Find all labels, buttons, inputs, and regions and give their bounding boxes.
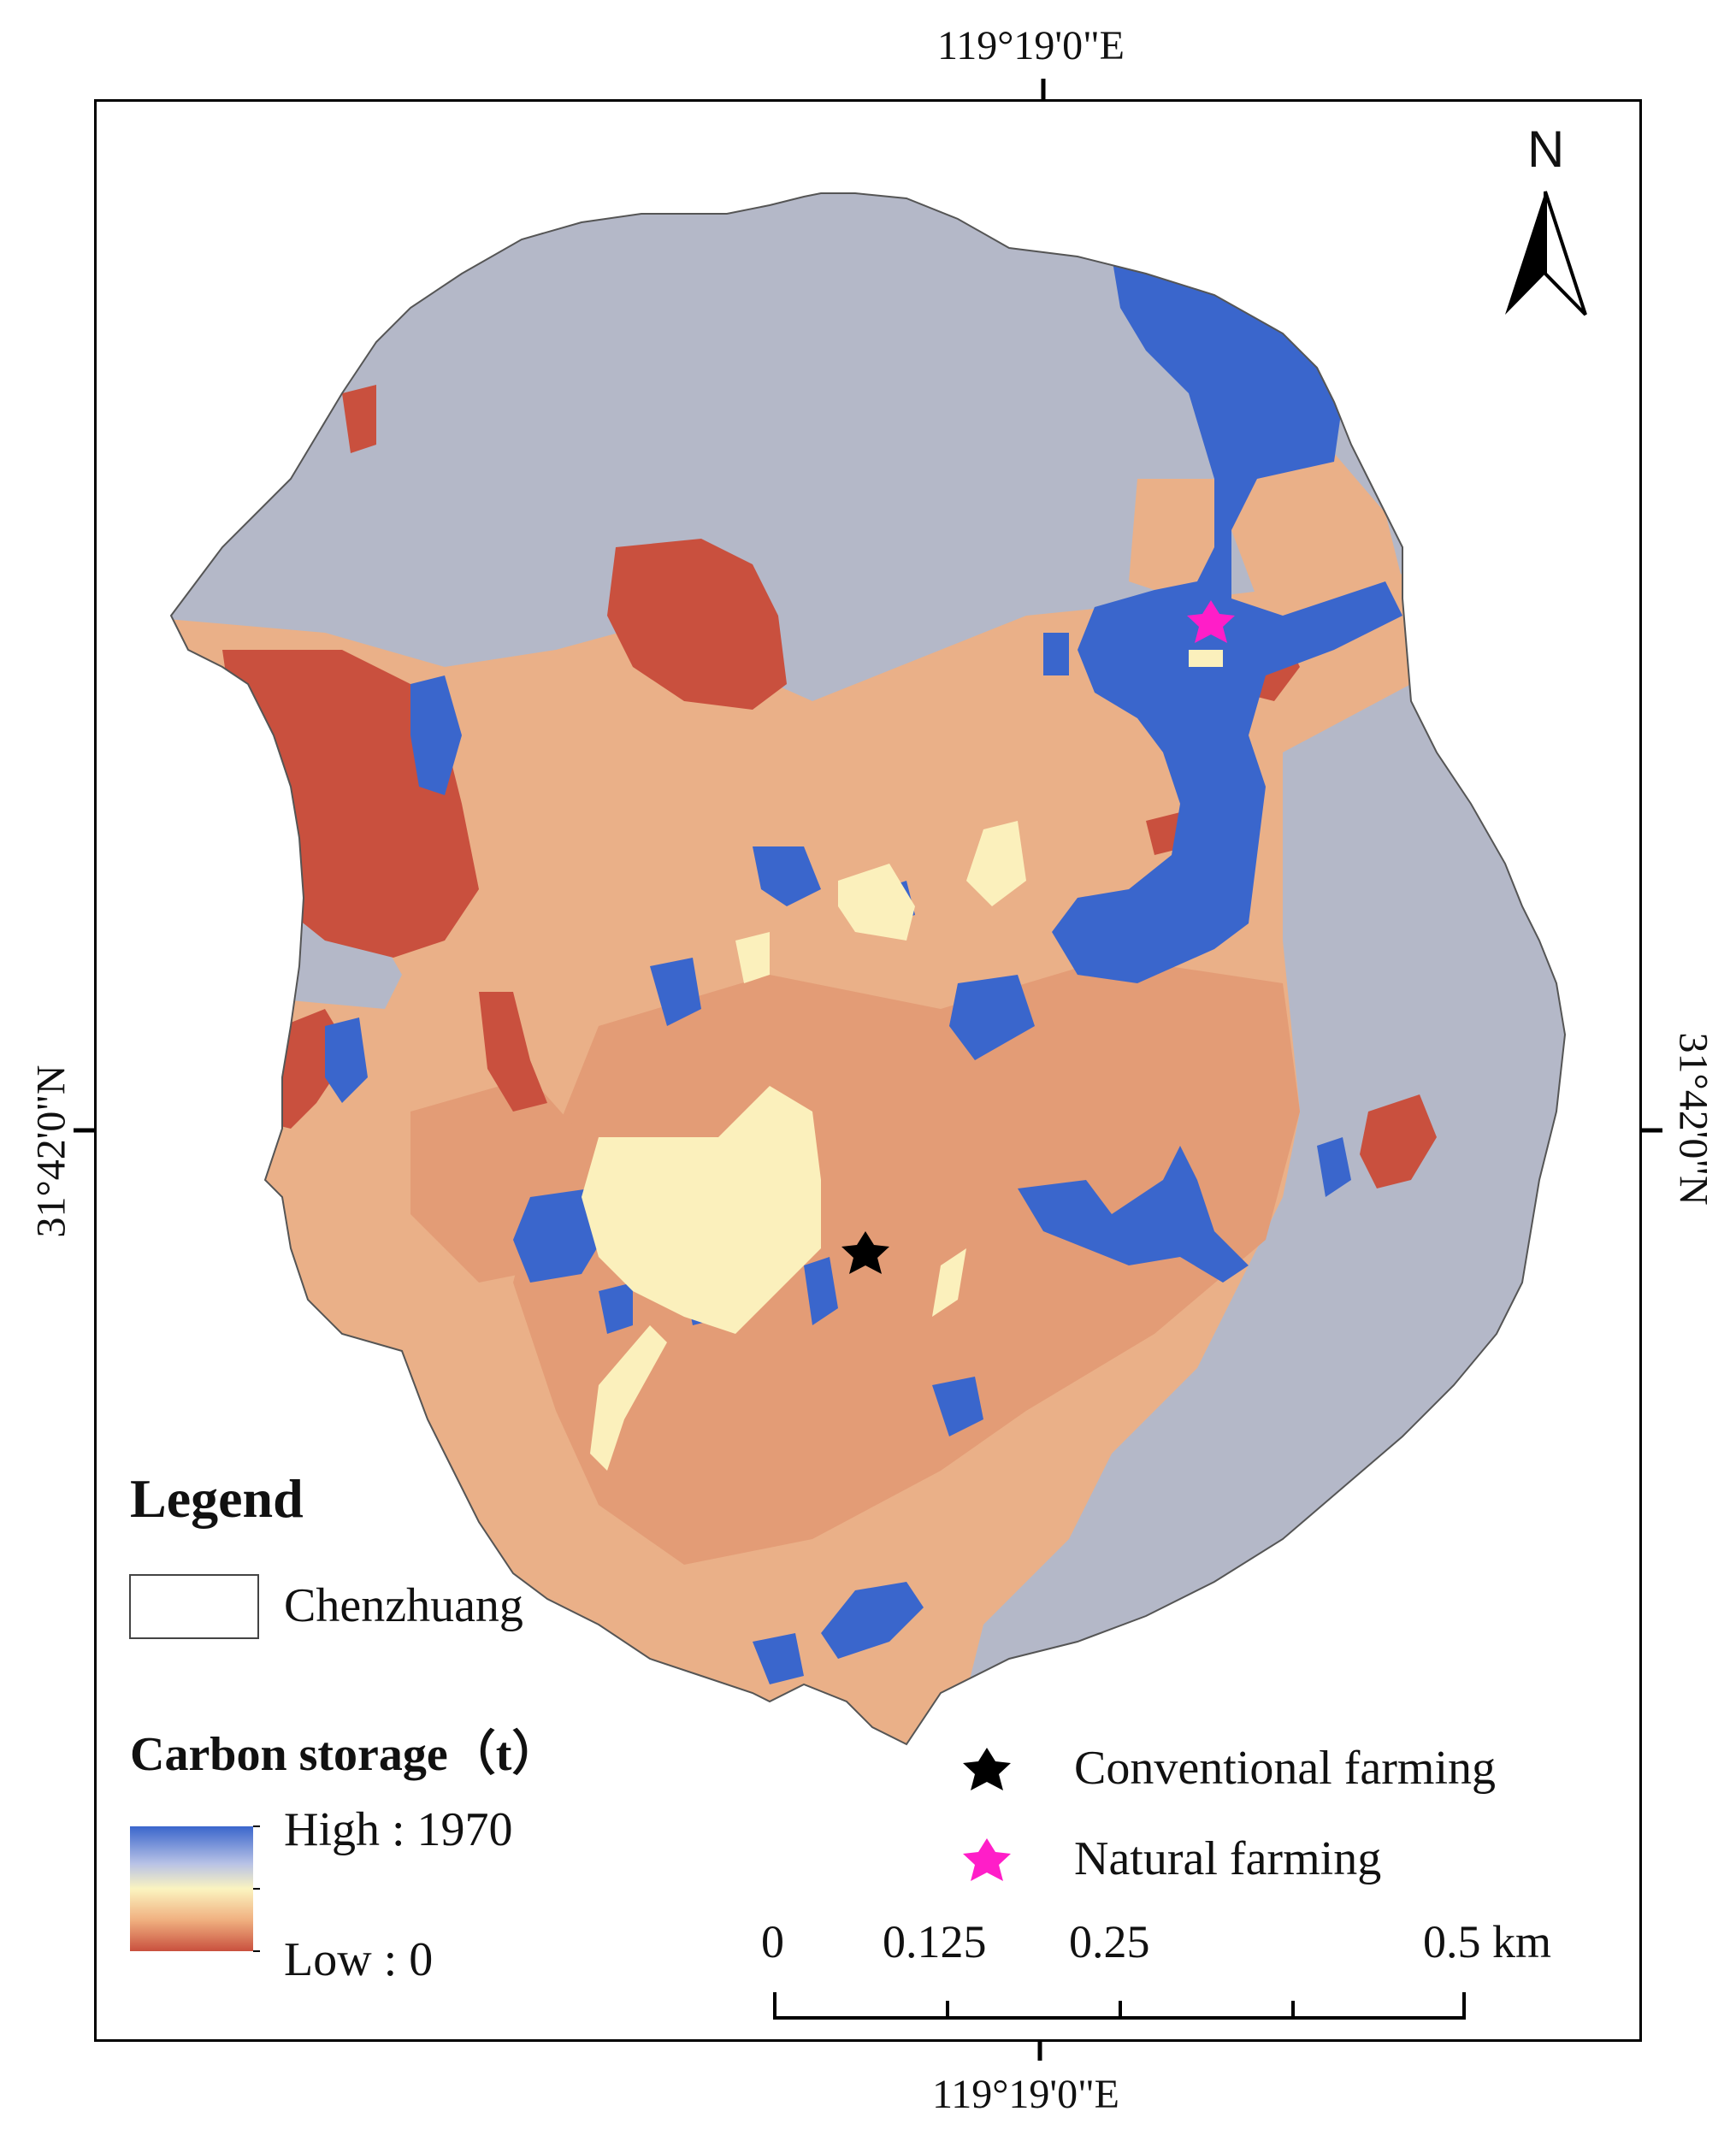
carbon-gradient-bar xyxy=(130,1826,253,1951)
bottom-lon-label: 119°19'0"E xyxy=(932,2072,1119,2117)
scale-label-025: 0.25 xyxy=(1069,1916,1150,1967)
carbon-raster xyxy=(171,193,1565,1744)
conventional-farming-marker xyxy=(841,1231,889,1274)
boundary-legend-label: Chenzhuang xyxy=(284,1579,523,1632)
high-label: High : 1970 xyxy=(284,1803,513,1856)
scale-label-0: 0 xyxy=(761,1916,784,1967)
north-arrow-icon xyxy=(1505,191,1587,316)
map-frame xyxy=(94,99,1642,2042)
natural-farming-label: Natural farming xyxy=(1074,1832,1382,1885)
boundary-legend-swatch xyxy=(129,1574,259,1639)
conventional-legend-star xyxy=(963,1748,1011,1790)
natural-legend-star xyxy=(963,1838,1011,1881)
conventional-farming-label: Conventional farming xyxy=(1074,1742,1497,1795)
low-label: Low : 0 xyxy=(284,1933,434,1986)
scale-label-05km: 0.5 km xyxy=(1423,1916,1552,1967)
scale-label-0125: 0.125 xyxy=(883,1916,987,1967)
natural-farming-marker xyxy=(1187,600,1235,643)
left-lat-label: 31°42'0"N xyxy=(28,1065,74,1238)
chenzhuang-boundary xyxy=(169,192,1567,1746)
north-label: N xyxy=(1527,121,1565,178)
top-lon-label: 119°19'0"E xyxy=(937,23,1125,68)
carbon-legend-title: Carbon storage（t） xyxy=(130,1728,560,1781)
legend-title: Legend xyxy=(130,1468,304,1529)
right-lat-label: 31°42'0"N xyxy=(1670,1032,1716,1206)
scale-bar xyxy=(773,1992,1466,2020)
